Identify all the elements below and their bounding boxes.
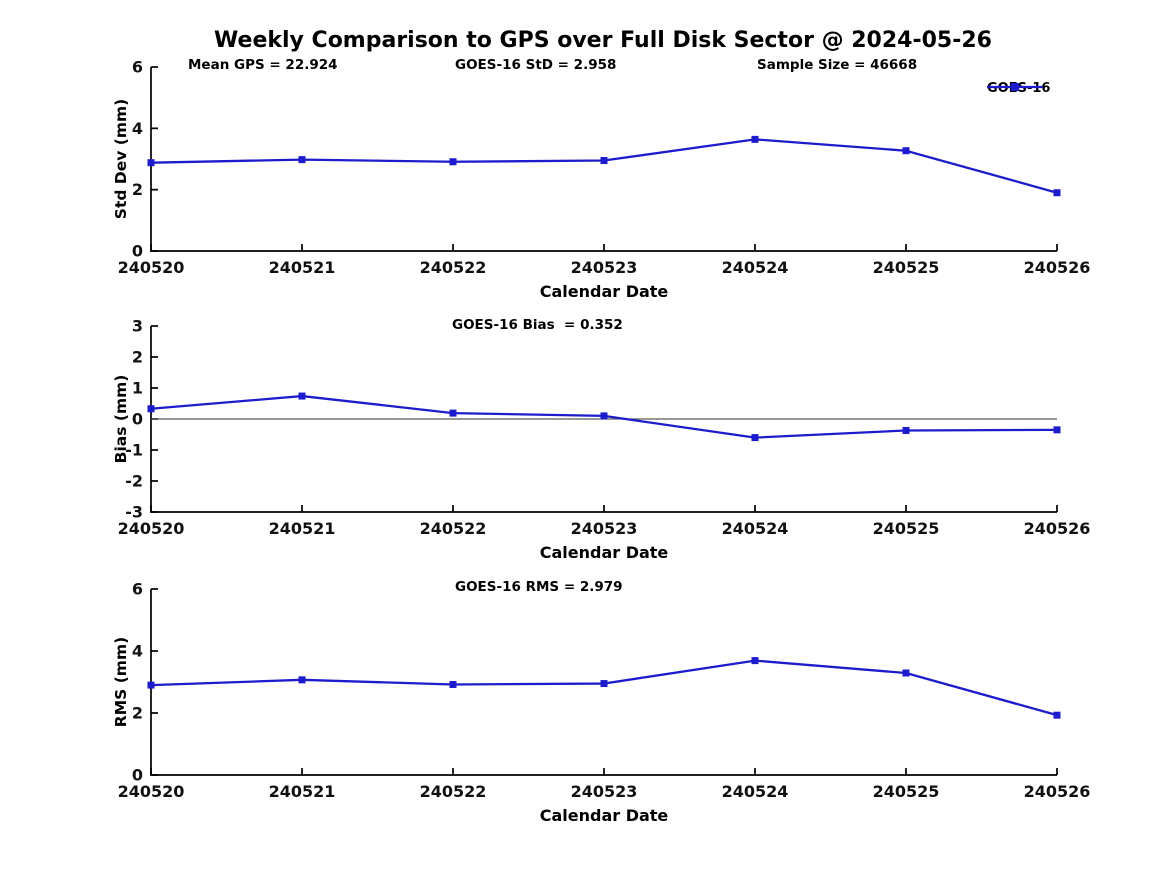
y-tick-label: 4 bbox=[132, 119, 143, 138]
y-tick-label: 0 bbox=[132, 242, 143, 261]
x-tick-label: 240520 bbox=[118, 519, 185, 538]
x-tick-label: 240525 bbox=[873, 258, 940, 277]
x-tick-label: 240523 bbox=[571, 258, 638, 277]
data-point bbox=[449, 158, 457, 166]
data-point bbox=[147, 159, 155, 167]
data-point bbox=[600, 680, 608, 688]
x-tick-label: 240520 bbox=[118, 782, 185, 801]
x-tick-label: 240526 bbox=[1024, 782, 1091, 801]
x-tick-label: 240521 bbox=[269, 519, 336, 538]
x-tick-label: 240523 bbox=[571, 782, 638, 801]
stddev-y-axis-label: Std Dev (mm) bbox=[112, 98, 130, 220]
x-tick-label: 240521 bbox=[269, 258, 336, 277]
y-tick-label: 0 bbox=[132, 410, 143, 429]
y-tick-label: -3 bbox=[125, 503, 143, 522]
x-tick-label: 240521 bbox=[269, 782, 336, 801]
legend-line-sample bbox=[987, 83, 1043, 91]
data-point bbox=[298, 676, 306, 684]
y-tick-label: -1 bbox=[125, 441, 143, 460]
data-point bbox=[902, 147, 910, 155]
y-tick-label: 0 bbox=[132, 766, 143, 785]
page-title: Weekly Comparison to GPS over Full Disk … bbox=[214, 28, 992, 53]
data-point bbox=[147, 681, 155, 689]
data-point bbox=[449, 680, 457, 688]
data-point bbox=[1053, 711, 1061, 719]
data-point bbox=[600, 412, 608, 420]
x-tick-label: 240524 bbox=[722, 782, 789, 801]
y-tick-label: -2 bbox=[125, 472, 143, 491]
y-tick-label: 6 bbox=[132, 580, 143, 599]
stddev-chart-canvas: 0 2 4 6 240520 240521 240522 240523 240524 240525… bbox=[118, 58, 1091, 278]
x-tick-label: 240526 bbox=[1024, 519, 1091, 538]
x-tick-label: 240522 bbox=[420, 519, 487, 538]
x-tick-label: 240526 bbox=[1024, 258, 1091, 277]
x-tick-label: 240520 bbox=[118, 258, 185, 277]
data-point bbox=[600, 157, 608, 165]
x-tick-label: 240523 bbox=[571, 519, 638, 538]
y-tick-label: 6 bbox=[132, 58, 143, 77]
series-line-GOES-16 bbox=[150, 138, 1058, 194]
legend-marker-icon bbox=[1011, 83, 1019, 91]
rms-x-axis-label: Calendar Date bbox=[539, 806, 669, 825]
stddev-x-axis-label: Calendar Date bbox=[539, 282, 669, 301]
rms-chart-canvas: 0 2 4 6 240520 240521 240522 240523 240524 240525… bbox=[118, 580, 1091, 802]
data-point bbox=[147, 405, 155, 413]
data-point bbox=[902, 426, 910, 434]
data-point bbox=[902, 669, 910, 677]
subplot-rms: 0 2 4 6 240520 240521 240522 240523 240524 240525… bbox=[0, 568, 1167, 831]
y-tick-label: 2 bbox=[132, 348, 143, 367]
data-point bbox=[751, 657, 759, 665]
rms-y-axis-label: RMS (mm) bbox=[112, 636, 130, 728]
x-tick-label: 240522 bbox=[420, 258, 487, 277]
y-tick-label: 4 bbox=[132, 642, 143, 661]
data-point bbox=[1053, 426, 1061, 434]
data-point bbox=[751, 135, 759, 143]
data-point bbox=[449, 409, 457, 417]
x-tick-label: 240525 bbox=[873, 519, 940, 538]
legend: GOES-16 bbox=[987, 81, 1050, 96]
x-tick-label: 240524 bbox=[722, 258, 789, 277]
data-point bbox=[751, 434, 759, 442]
x-tick-label: 240522 bbox=[420, 782, 487, 801]
data-point bbox=[298, 392, 306, 400]
y-tick-label: 1 bbox=[132, 379, 143, 398]
bias-x-axis-label: Calendar Date bbox=[539, 543, 669, 562]
series-line-GOES-16 bbox=[150, 659, 1058, 717]
x-tick-label: 240524 bbox=[722, 519, 789, 538]
bias-y-axis-label: Bias (mm) bbox=[112, 374, 130, 464]
y-tick-label: 2 bbox=[132, 180, 143, 199]
data-point bbox=[298, 156, 306, 164]
subplot-stddev: 0 2 4 6 240520 240521 240522 240523 240524 240525… bbox=[0, 55, 1167, 305]
y-tick-label: 2 bbox=[132, 704, 143, 723]
x-tick-label: 240525 bbox=[873, 782, 940, 801]
data-point bbox=[1053, 189, 1061, 197]
bias-chart-canvas: -3 -2 -1 0 1 2 3 240520 240521 240522 240523 240524… bbox=[118, 317, 1091, 539]
y-tick-label: 3 bbox=[132, 317, 143, 336]
subplot-bias: -3 -2 -1 0 1 2 3 240520 240521 240522 240523 240524… bbox=[0, 305, 1167, 568]
